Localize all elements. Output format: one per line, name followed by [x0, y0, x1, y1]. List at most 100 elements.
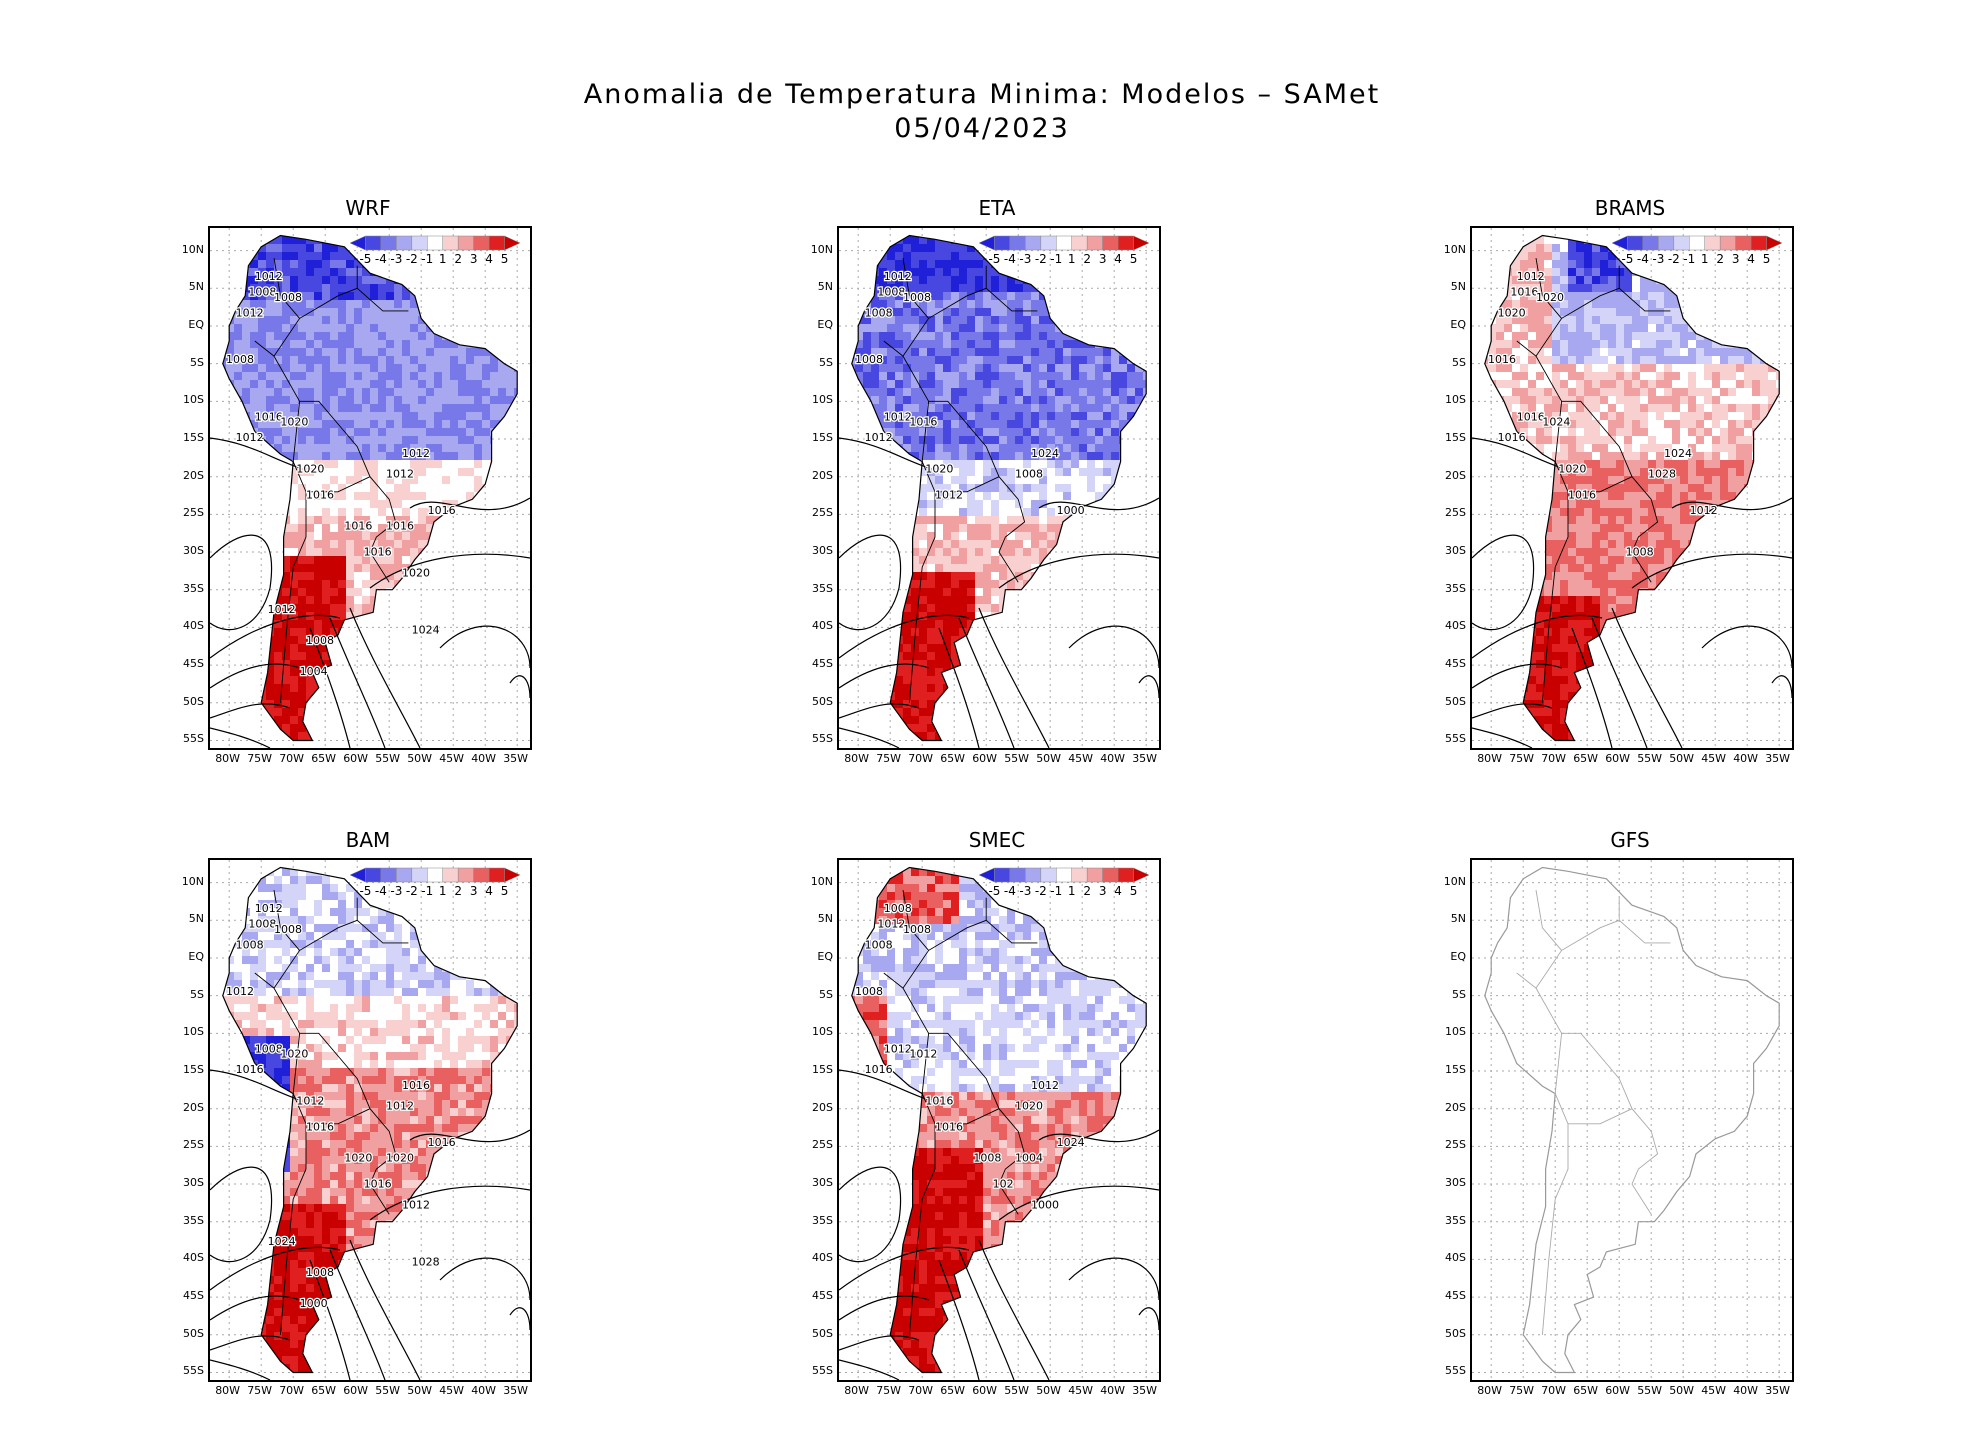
colorbar-swatch — [1071, 867, 1088, 883]
lat-tick-label: 20S — [812, 1100, 833, 1114]
isobar-label: 1016 — [364, 546, 392, 559]
colorbar-swatch — [1086, 235, 1103, 251]
panel-title-gfs: GFS — [1610, 828, 1650, 852]
lat-tick-label: 55S — [812, 732, 833, 746]
lat-tick-label: 50S — [1445, 694, 1466, 708]
lat-tick-label: 5N — [188, 280, 204, 294]
lon-tick-label: 60W — [1605, 1384, 1631, 1397]
colorbar-swatch — [396, 235, 413, 251]
map-bam: 1012100810081008101210081016102010121016… — [210, 860, 530, 1380]
lat-tick-label: 50S — [812, 1326, 833, 1340]
map-gfs — [1472, 860, 1792, 1380]
isobar-label: 1016 — [344, 520, 372, 533]
lat-tick-label: EQ — [188, 949, 204, 963]
panel-title-brams: BRAMS — [1594, 196, 1666, 220]
lat-tick-label: 40S — [812, 1251, 833, 1265]
isobar-label: 1012 — [1690, 504, 1718, 517]
colorbar-swatch — [1735, 235, 1752, 251]
isobar-label: 1012 — [1517, 270, 1545, 283]
colorbar-swatch — [504, 867, 521, 883]
lat-tick-label: 40S — [1445, 619, 1466, 633]
colorbar-swatch — [380, 867, 397, 883]
isobar-label: 1020 — [1536, 291, 1564, 304]
isobar-label: 1020 — [1498, 306, 1526, 319]
colorbar-swatch — [457, 867, 474, 883]
lat-tick-label: 10N — [181, 874, 204, 888]
isobar-label: 1016 — [925, 1094, 953, 1107]
isobar-label: 1020 — [344, 1152, 372, 1165]
colorbar-label: -1 — [421, 252, 433, 266]
lat-tick-label: 5N — [1450, 280, 1466, 294]
lon-tick-label: 40W — [1733, 1384, 1759, 1397]
lat-tick-label: 55S — [183, 1364, 204, 1378]
colorbar: -5 -4 -3 -2 -1 1 2 3 4 5 — [978, 867, 1150, 898]
lat-tick-label: 30S — [183, 1176, 204, 1190]
lat-tick-label: 40S — [183, 1251, 204, 1265]
lat-tick-label: 50S — [1445, 1326, 1466, 1340]
country-borders — [883, 890, 1038, 1335]
coastline — [222, 866, 518, 1374]
lat-tick-label: EQ — [188, 317, 204, 331]
isobars — [210, 437, 530, 748]
lat-tick-label: 40S — [183, 619, 204, 633]
colorbar-swatch — [488, 235, 505, 251]
isobar-label: 1024 — [1057, 1136, 1085, 1149]
colorbar-label: 2 — [454, 252, 462, 266]
lon-tick-label: 50W — [1036, 1384, 1062, 1397]
colorbar-label: 5 — [1130, 252, 1138, 266]
isobar-label: 1024 — [1031, 447, 1059, 460]
colorbar-label: 5 — [1763, 252, 1771, 266]
lat-tick-label: 10S — [183, 1025, 204, 1039]
lon-tick-label: 35W — [1765, 1384, 1791, 1397]
lat-tick-label: 25S — [183, 1138, 204, 1152]
lat-tick-label: 40S — [812, 619, 833, 633]
lat-tick-label: 5N — [817, 912, 833, 926]
isobar-label: 1024 — [412, 624, 440, 637]
lat-tick-label: 10N — [181, 242, 204, 256]
isobar-label: 1012 — [884, 270, 912, 283]
colorbar-label: 2 — [1716, 252, 1724, 266]
lat-tick-label: 30S — [812, 1176, 833, 1190]
isobar-label: 1008 — [248, 286, 276, 299]
lat-tick-label: 55S — [812, 1364, 833, 1378]
colorbar-swatch — [1102, 867, 1119, 883]
lat-tick-label: 15S — [183, 431, 204, 444]
map-frame-bam: 1012 1008 1008 1008 1012 1008 1016 1020 1012 1016… — [208, 858, 532, 1382]
lon-tick-label: 45W — [1701, 752, 1727, 765]
colorbar-swatch — [1611, 235, 1628, 251]
lon-tick-label: 70W — [908, 1384, 934, 1397]
lon-tick-label: 35W — [503, 1384, 529, 1397]
lon-tick-label: 80W — [215, 1384, 241, 1397]
lat-tick-label: 5N — [1450, 912, 1466, 926]
isobar-label: 1008 — [855, 353, 883, 366]
lat-tick-label: 5N — [817, 280, 833, 294]
colorbar-swatch — [1040, 867, 1057, 883]
lat-tick-label: 25S — [1445, 506, 1466, 520]
isobar-label: 1004 — [1015, 1152, 1043, 1165]
colorbar-label: 2 — [454, 884, 462, 898]
map-brams: 1012101610201020101610161016102410201016… — [1472, 228, 1792, 748]
lat-tick-label: 20S — [812, 468, 833, 482]
coastline — [1484, 234, 1780, 742]
colorbar-label: -3 — [1019, 884, 1031, 898]
lat-tick-label: 10S — [1445, 393, 1466, 407]
lat-tick-label: 15S — [183, 1063, 204, 1076]
colorbar-label: 5 — [1130, 884, 1138, 898]
lat-tick-label: 15S — [1445, 1063, 1466, 1076]
colorbar-swatch — [473, 235, 490, 251]
lon-tick-label: 70W — [1541, 1384, 1567, 1397]
lon-tick-label: 65W — [1573, 1384, 1599, 1397]
panel-title-bam: BAM — [345, 828, 391, 852]
isobar-label: 1020 — [280, 416, 308, 429]
isobar-label: 1016 — [236, 1063, 264, 1076]
lon-tick-label: 75W — [876, 752, 902, 765]
lat-tick-label: 10N — [810, 242, 833, 256]
lon-tick-label: 70W — [1541, 752, 1567, 765]
isobar-label: 1012 — [268, 603, 296, 616]
lat-tick-label: 40S — [1445, 1251, 1466, 1265]
colorbar-label: -1 — [1050, 252, 1062, 266]
colorbar-swatch — [457, 235, 474, 251]
colorbar-label: 1 — [1068, 252, 1076, 266]
isobar-label: 1016 — [255, 410, 283, 423]
colorbar-label: -5 — [988, 884, 1000, 898]
